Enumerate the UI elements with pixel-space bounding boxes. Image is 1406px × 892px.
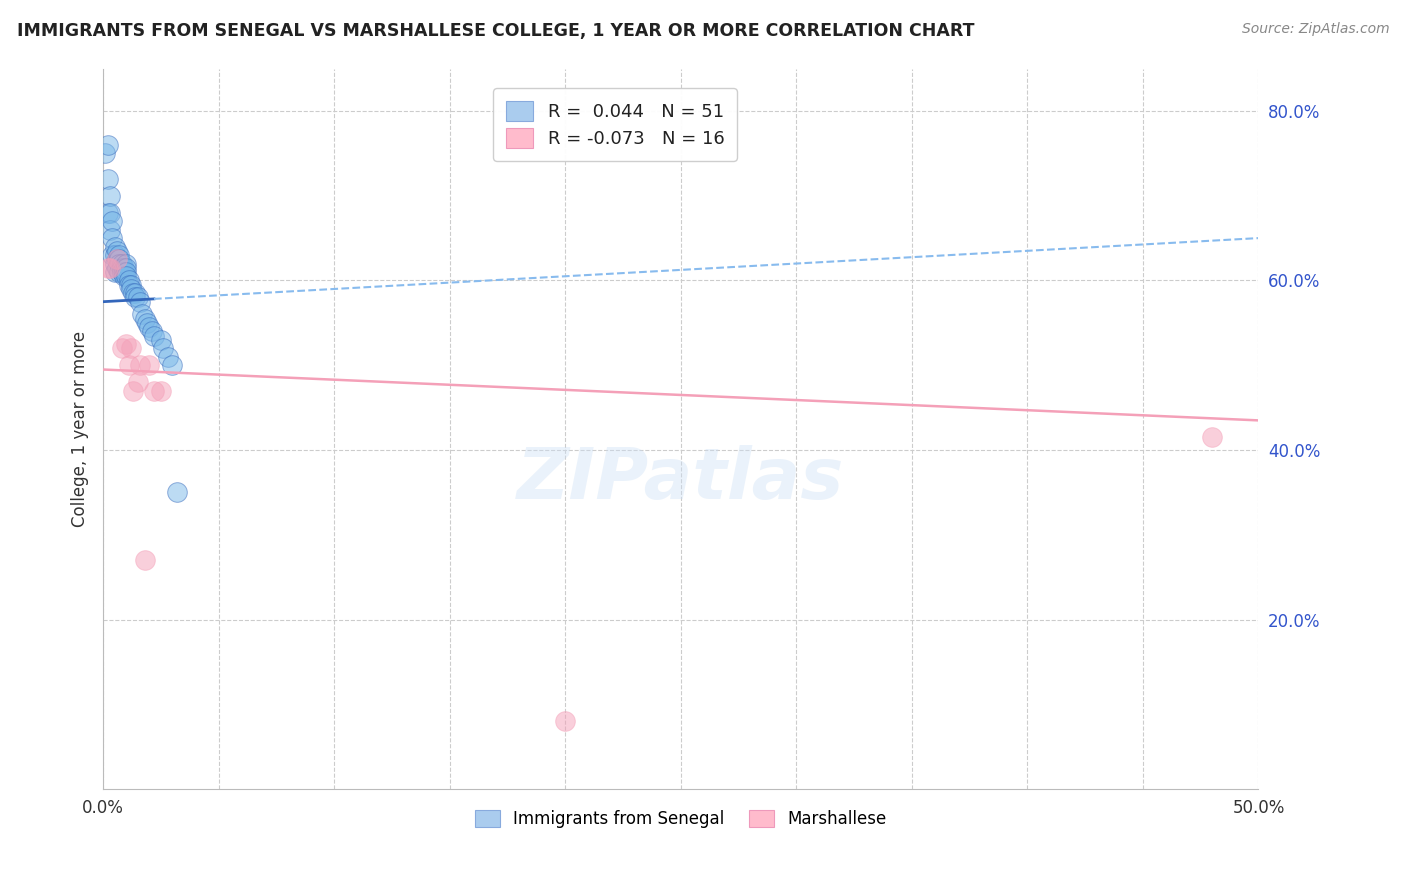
Point <box>115 337 138 351</box>
Point <box>115 269 138 284</box>
Text: ZIPatlas: ZIPatlas <box>517 445 845 514</box>
Point <box>122 286 145 301</box>
Point <box>554 714 576 729</box>
Point <box>110 265 132 279</box>
Point <box>97 260 120 275</box>
Point <box>138 359 160 373</box>
Point <box>108 256 131 270</box>
Point <box>108 248 131 262</box>
Point <box>141 324 163 338</box>
Point <box>112 260 135 275</box>
Point <box>127 376 149 390</box>
Point <box>156 350 179 364</box>
Point <box>117 277 139 292</box>
Point <box>104 256 127 270</box>
Point <box>129 294 152 309</box>
Point <box>108 265 131 279</box>
Point <box>166 485 188 500</box>
Point <box>124 290 146 304</box>
Point <box>138 320 160 334</box>
Point <box>108 252 131 267</box>
Point <box>112 265 135 279</box>
Point <box>149 333 172 347</box>
Point <box>94 146 117 161</box>
Point <box>117 359 139 373</box>
Point <box>1201 430 1223 444</box>
Point <box>134 553 156 567</box>
Point <box>110 260 132 275</box>
Point <box>127 290 149 304</box>
Point <box>162 359 184 373</box>
Point <box>120 341 142 355</box>
Point <box>131 307 153 321</box>
Point <box>120 277 142 292</box>
Point <box>115 256 138 270</box>
Point <box>124 286 146 301</box>
Point <box>120 282 142 296</box>
Point <box>134 311 156 326</box>
Point <box>101 248 124 262</box>
Text: IMMIGRANTS FROM SENEGAL VS MARSHALLESE COLLEGE, 1 YEAR OR MORE CORRELATION CHART: IMMIGRANTS FROM SENEGAL VS MARSHALLESE C… <box>17 22 974 40</box>
Point <box>105 252 128 267</box>
Point <box>97 171 120 186</box>
Point <box>117 273 139 287</box>
Point <box>136 316 159 330</box>
Point <box>105 244 128 258</box>
Legend: Immigrants from Senegal, Marshallese: Immigrants from Senegal, Marshallese <box>468 804 894 835</box>
Point <box>101 231 124 245</box>
Point <box>104 248 127 262</box>
Point <box>110 341 132 355</box>
Y-axis label: College, 1 year or more: College, 1 year or more <box>72 331 89 527</box>
Point <box>97 205 120 219</box>
Point <box>105 252 128 267</box>
Point <box>98 205 121 219</box>
Point <box>98 260 121 275</box>
Point <box>98 188 121 202</box>
Point <box>112 269 135 284</box>
Point <box>115 265 138 279</box>
Point <box>122 384 145 398</box>
Point <box>101 214 124 228</box>
Point <box>129 359 152 373</box>
Point <box>149 384 172 398</box>
Point <box>110 256 132 270</box>
Point <box>115 260 138 275</box>
Point <box>143 328 166 343</box>
Point <box>143 384 166 398</box>
Point <box>97 137 120 152</box>
Text: Source: ZipAtlas.com: Source: ZipAtlas.com <box>1241 22 1389 37</box>
Point <box>152 341 174 355</box>
Point <box>104 239 127 253</box>
Point <box>104 265 127 279</box>
Point <box>98 222 121 236</box>
Point <box>105 260 128 275</box>
